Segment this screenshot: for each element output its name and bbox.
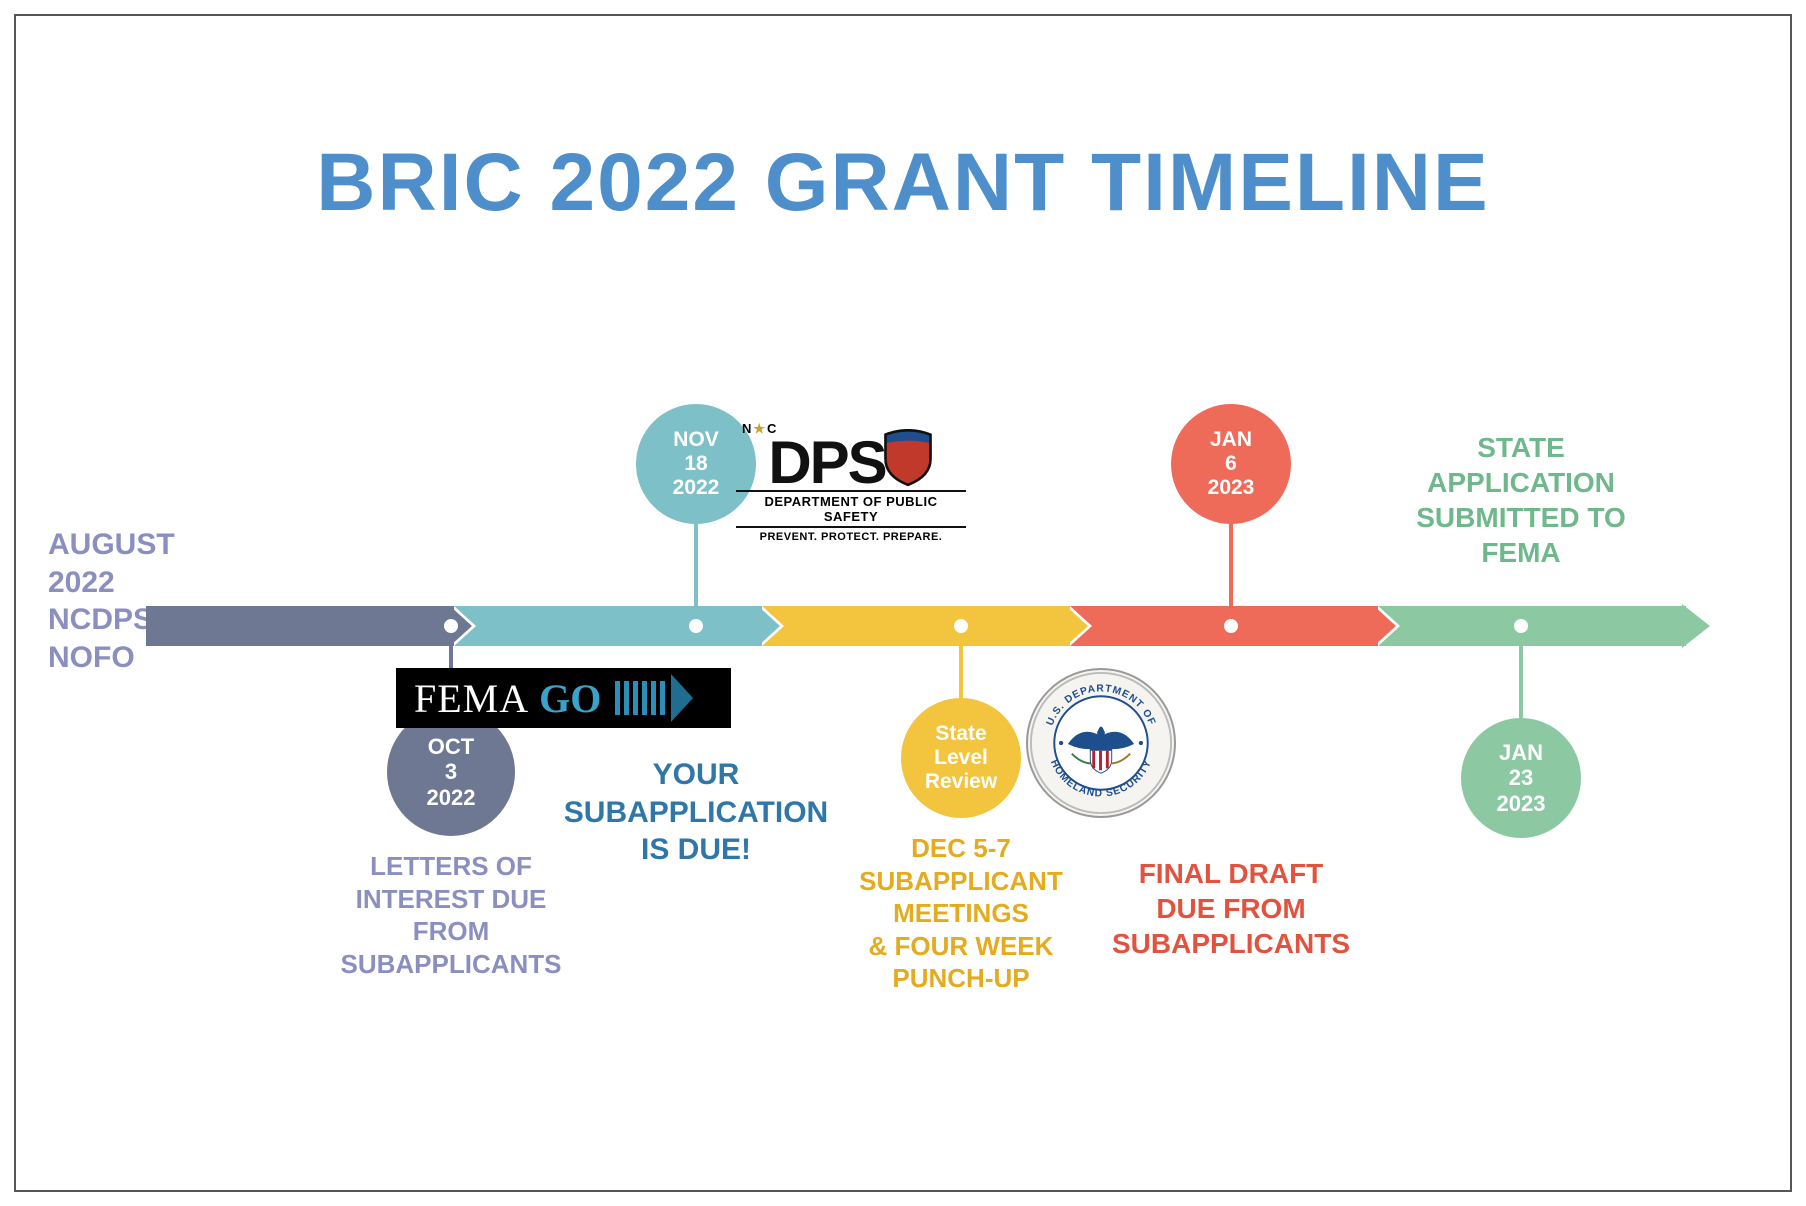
dps-line1: DEPARTMENT OF PUBLIC SAFETY <box>736 490 966 528</box>
milestone-circle-line: 3 <box>445 759 457 784</box>
fema-go-arrow-icon <box>671 674 693 722</box>
dps-shield-icon <box>882 429 934 487</box>
milestone-label: FINAL DRAFTDUE FROMSUBAPPLICANTS <box>1071 856 1391 961</box>
milestone-circle-line: NOV <box>673 428 719 452</box>
page-title: BRIC 2022 GRANT TIMELINE <box>16 16 1790 230</box>
milestone-circle-line: 18 <box>684 452 707 476</box>
milestone-circle-line: 2023 <box>1208 476 1255 500</box>
star-icon: ★ <box>753 421 767 436</box>
go-text: GO <box>539 675 601 722</box>
timeline-segment <box>146 606 454 646</box>
start-label: AUGUST2022NCDPSNOFO <box>48 526 208 676</box>
milestone-circle-line: 2022 <box>427 785 476 810</box>
timeline-dot <box>954 619 968 633</box>
milestone-circle-line: 2022 <box>673 476 720 500</box>
milestone-circle-line: JAN <box>1210 428 1252 452</box>
timeline <box>146 606 1686 646</box>
dps-big-text: DPS <box>768 437 885 488</box>
timeline-segment <box>1378 606 1686 646</box>
timeline-dot <box>1514 619 1528 633</box>
timeline-segment <box>454 606 762 646</box>
milestone-label-line: SUBMITTED TO <box>1361 500 1681 535</box>
milestone-label-line: INTEREST DUE <box>291 883 611 916</box>
milestone-label-line: FROM <box>291 915 611 948</box>
milestone-label-line: DUE FROM <box>1071 891 1391 926</box>
milestone-label: STATEAPPLICATIONSUBMITTED TOFEMA <box>1361 430 1681 570</box>
start-label-line: 2022 <box>48 564 208 602</box>
dps-line2: PREVENT. PROTECT. PREPARE. <box>736 528 966 543</box>
start-label-line: AUGUST <box>48 526 208 564</box>
milestone-label-line: YOUR <box>526 756 866 794</box>
timeline-milestone-circle: JAN62023 <box>1171 404 1291 524</box>
timeline-stem <box>1519 626 1523 726</box>
milestone-label-line: FINAL DRAFT <box>1071 856 1391 891</box>
milestone-label-line: STATE <box>1361 430 1681 465</box>
milestone-circle-line: Review <box>925 770 997 794</box>
milestone-label: LETTERS OFINTEREST DUEFROMSUBAPPLICANTS <box>291 850 611 980</box>
milestone-circle-line: JAN <box>1499 740 1543 765</box>
milestone-circle-line: 6 <box>1225 452 1237 476</box>
timeline-segment <box>762 606 1070 646</box>
milestone-label-line: FEMA <box>1361 535 1681 570</box>
fema-go-bars-icon <box>615 681 665 715</box>
milestone-circle-line: State <box>935 722 986 746</box>
milestone-label-line: PUNCH-UP <box>801 962 1121 995</box>
milestone-circle-line: Level <box>934 746 988 770</box>
milestone-label-line: APPLICATION <box>1361 465 1681 500</box>
timeline-milestone-circle: StateLevelReview <box>901 698 1021 818</box>
milestone-circle-line: 2023 <box>1497 791 1546 816</box>
timeline-stem <box>1229 516 1233 626</box>
milestone-label-line: SUBAPPLICATION <box>526 794 866 832</box>
timeline-dot <box>689 619 703 633</box>
timeline-stem <box>959 626 963 706</box>
milestone-circle-line: OCT <box>428 734 474 759</box>
ncdps-logo: N★CDPS DEPARTMENT OF PUBLIC SAFETYPREVEN… <box>736 421 966 543</box>
timeline-stem <box>694 516 698 626</box>
canvas: BRIC 2022 GRANT TIMELINE AUGUST2022NCDPS… <box>14 14 1792 1192</box>
fema-go-logo: FEMAGO <box>396 668 731 728</box>
timeline-dot <box>1224 619 1238 633</box>
timeline-dot <box>444 619 458 633</box>
milestone-circle-line: 23 <box>1509 765 1533 790</box>
timeline-milestone-circle: JAN232023 <box>1461 718 1581 838</box>
milestone-label-line: SUBAPPLICANTS <box>291 948 611 981</box>
fema-text: FEMA <box>414 675 529 722</box>
dhs-seal-icon: U.S. DEPARTMENT OF HOMELAND SECURITY <box>1026 668 1176 818</box>
milestone-label-line: SUBAPPLICANTS <box>1071 926 1391 961</box>
